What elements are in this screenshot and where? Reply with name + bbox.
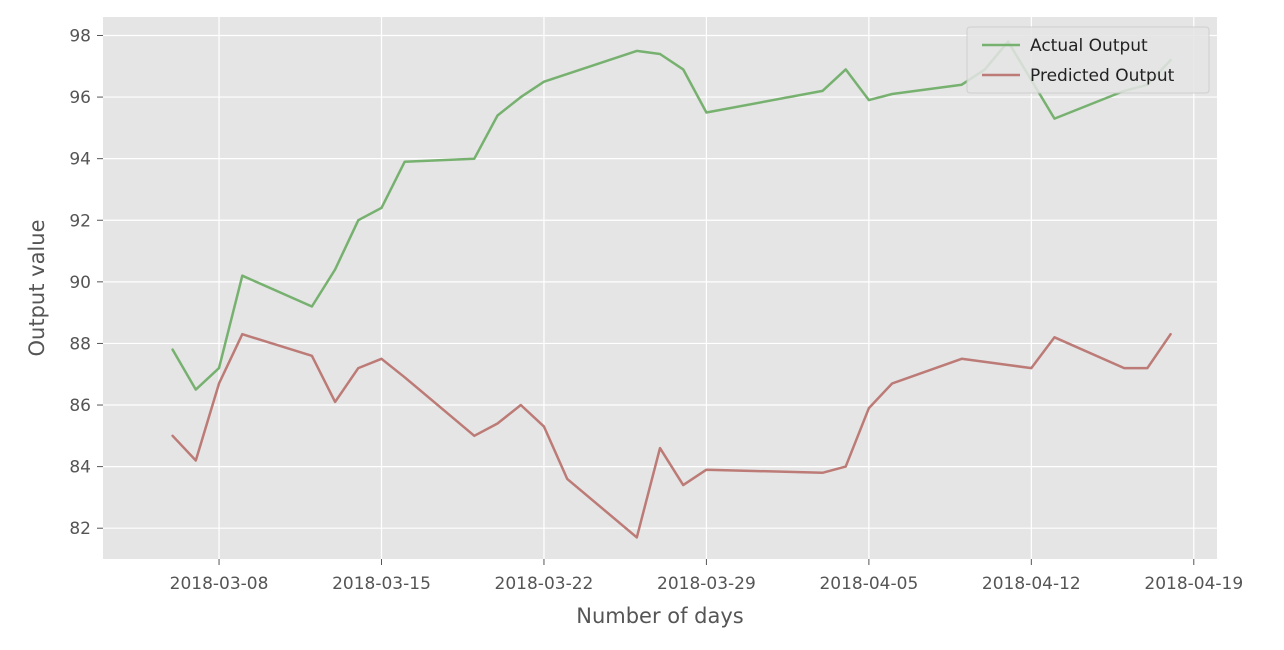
legend-label-actual-output: Actual Output bbox=[1030, 36, 1148, 56]
legend-box bbox=[966, 26, 1210, 94]
legend-label-predicted-output: Predicted Output bbox=[1030, 66, 1175, 86]
y-tick-label-6: 94 bbox=[69, 150, 91, 170]
series-line-predicted-output bbox=[171, 332, 1172, 539]
legend: Actual Output Predicted Output bbox=[966, 26, 1210, 94]
x-tick-label-3: 2018-03-29 bbox=[657, 574, 756, 594]
x-tick-label-5: 2018-04-12 bbox=[982, 574, 1081, 594]
y-tick-label-0: 82 bbox=[69, 519, 91, 539]
y-axis-ticks: 82 84 86 88 90 92 94 96 98 bbox=[69, 26, 103, 539]
x-tick-label-0: 2018-03-08 bbox=[170, 574, 269, 594]
x-tick-label-2: 2018-03-22 bbox=[495, 574, 594, 594]
x-axis-ticks: 2018-03-08 2018-03-15 2018-03-22 2018-03-29… bbox=[170, 559, 1243, 594]
x-tick-label-4: 2018-04-05 bbox=[819, 574, 918, 594]
y-tick-label-2: 86 bbox=[69, 396, 91, 416]
y-tick-label-4: 90 bbox=[69, 273, 91, 293]
y-tick-label-7: 96 bbox=[69, 88, 91, 108]
x-tick-label-6: 2018-04-19 bbox=[1144, 574, 1243, 594]
y-tick-label-5: 92 bbox=[69, 211, 91, 231]
y-tick-label-1: 84 bbox=[69, 458, 91, 478]
x-axis-title: Number of days bbox=[576, 604, 744, 628]
y-tick-label-8: 98 bbox=[69, 26, 91, 46]
y-axis-title: Output value bbox=[25, 220, 49, 357]
y-tick-label-3: 88 bbox=[69, 334, 91, 354]
x-tick-label-1: 2018-03-15 bbox=[332, 574, 431, 594]
grid bbox=[103, 17, 1217, 559]
